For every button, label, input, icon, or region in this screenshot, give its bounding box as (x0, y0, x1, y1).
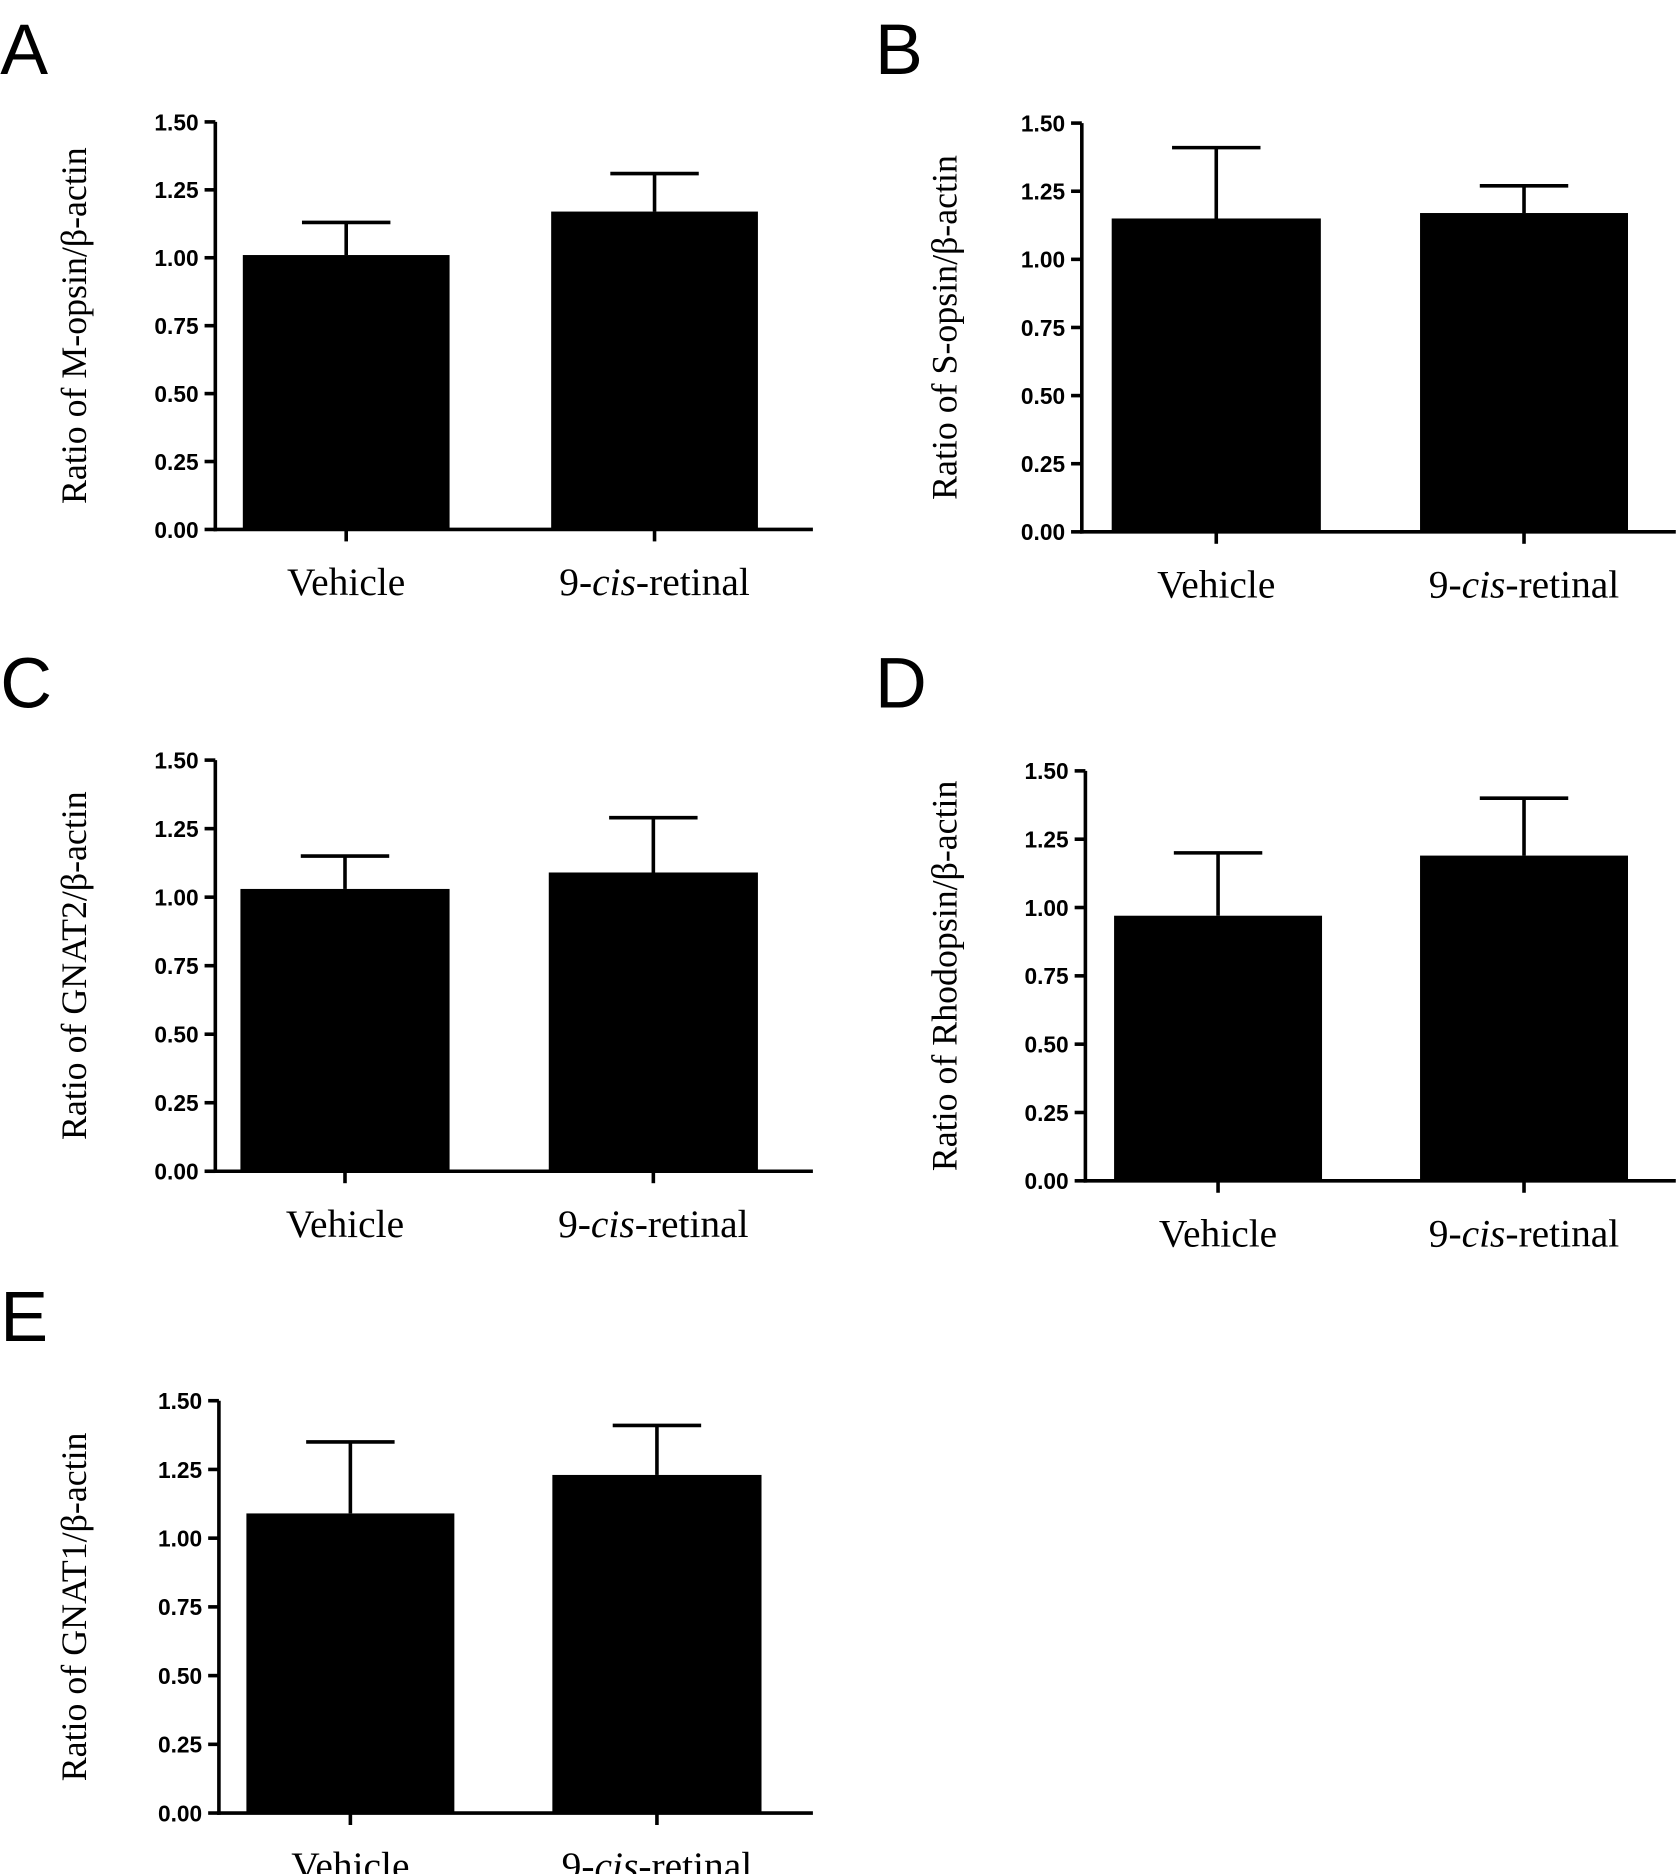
x-label-part: cis (1462, 1212, 1506, 1256)
y-tick-label: 0.25 (154, 1090, 198, 1116)
y-axis-label: Ratio of M-opsin/β-actin (54, 147, 94, 504)
y-tick-label: 0.50 (154, 1022, 198, 1048)
x-tick-label: 9-cis-retinal (1429, 1212, 1620, 1256)
x-label-part: -retinal (635, 1202, 749, 1246)
panel-letter: D (875, 644, 927, 724)
panel-d: D 0.00 0.25 0.50 0.75 1.00 1.25 1.50 Ratio of Rh… (875, 644, 1676, 1256)
y-tick-label: 1.50 (1021, 110, 1065, 136)
panel-letter: E (0, 1277, 48, 1357)
panel-b: B 0.00 0.25 0.50 0.75 1.00 1.25 1.50 Ratio of S-… (875, 10, 1676, 607)
y-tick-label: 1.25 (154, 177, 198, 203)
y-tick-label: 0.25 (154, 449, 198, 475)
x-label-part: cis (595, 1844, 639, 1874)
y-tick-label: 0.00 (1021, 519, 1065, 545)
x-label-part: 9- (562, 1844, 595, 1874)
bar-1 (1420, 213, 1628, 532)
y-tick-label: 1.50 (154, 109, 198, 135)
bar-0 (1111, 218, 1321, 532)
x-tick-label: Vehicle (1157, 563, 1275, 607)
x-label-part: 9- (559, 560, 592, 604)
x-label-part: 9- (1429, 563, 1462, 607)
panel-e: E 0.00 0.25 0.50 0.75 1.00 1.25 1.50 Ratio of GN… (0, 1277, 813, 1874)
y-tick-label: 0.50 (158, 1663, 202, 1689)
y-tick-label: 1.25 (158, 1457, 202, 1483)
x-label-part: 9- (558, 1202, 591, 1246)
y-tick-label: 0.75 (154, 953, 198, 979)
bar-0 (246, 1513, 455, 1814)
x-label-part: cis (591, 1202, 635, 1246)
x-tick-label: Vehicle (287, 560, 405, 604)
bar-0 (242, 255, 450, 530)
x-tick-label: Vehicle (291, 1844, 409, 1874)
y-axis-label: Ratio of Rhodopsin/β-actin (924, 780, 964, 1171)
y-tick-label: 1.00 (154, 885, 198, 911)
bar-1 (551, 211, 758, 530)
x-label-part: -retinal (638, 1844, 752, 1874)
panel-letter: A (0, 10, 48, 90)
y-tick-label: 0.75 (1024, 963, 1068, 989)
y-tick-label: 0.75 (1021, 315, 1065, 341)
x-tick-label: Vehicle (286, 1202, 404, 1246)
y-tick-label: 1.50 (158, 1388, 202, 1414)
x-label-part: -retinal (1505, 1212, 1619, 1256)
y-tick-label: 1.00 (1021, 247, 1065, 273)
panel-letter: B (875, 10, 923, 90)
y-axis-label: Ratio of GNAT1/β-actin (54, 1432, 94, 1781)
y-tick-label: 0.25 (1024, 1100, 1068, 1126)
x-label-part: -retinal (1505, 563, 1619, 607)
bar-1 (548, 872, 758, 1172)
y-tick-label: 0.00 (1024, 1168, 1068, 1194)
y-axis-label: Ratio of S-opsin/β-actin (924, 155, 964, 500)
y-tick-label: 0.75 (158, 1594, 202, 1620)
bar-0 (240, 888, 450, 1172)
y-tick-label: 0.25 (158, 1732, 202, 1758)
bar-0 (1114, 915, 1323, 1181)
y-tick-label: 0.00 (158, 1800, 202, 1826)
panel-c: C 0.00 0.25 0.50 0.75 1.00 1.25 1.50 Ratio of GN… (0, 644, 813, 1246)
y-tick-label: 1.00 (1024, 895, 1068, 921)
x-label-part: -retinal (636, 560, 750, 604)
panel-a: A 0.00 0.25 0.50 0.75 1.00 1.25 1.50 Ratio of M-… (0, 10, 813, 604)
x-label-part: cis (1462, 563, 1506, 607)
x-tick-label: 9-cis-retinal (559, 560, 750, 604)
y-tick-label: 1.00 (154, 245, 198, 271)
x-label-part: 9- (1429, 1212, 1462, 1256)
x-tick-label: Vehicle (1159, 1212, 1277, 1256)
x-tick-label: 9-cis-retinal (562, 1844, 753, 1874)
y-tick-label: 0.00 (154, 517, 198, 543)
x-label-part: cis (592, 560, 636, 604)
y-tick-label: 1.25 (1021, 179, 1065, 205)
x-tick-label: 9-cis-retinal (558, 1202, 749, 1246)
y-tick-label: 1.25 (154, 816, 198, 842)
y-tick-label: 0.75 (154, 313, 198, 339)
y-axis-label: Ratio of GNAT2/β-actin (54, 791, 94, 1140)
panel-letter: C (0, 644, 52, 724)
x-tick-label: 9-cis-retinal (1429, 563, 1620, 607)
y-tick-label: 0.25 (1021, 451, 1065, 477)
y-tick-label: 0.50 (1024, 1032, 1068, 1058)
y-tick-label: 0.00 (154, 1159, 198, 1185)
bar-1 (552, 1474, 762, 1814)
y-tick-label: 0.50 (1021, 383, 1065, 409)
y-tick-label: 1.25 (1024, 827, 1068, 853)
y-tick-label: 0.50 (154, 381, 198, 407)
bar-1 (1420, 855, 1628, 1181)
y-tick-label: 1.50 (154, 747, 198, 773)
y-tick-label: 1.50 (1024, 758, 1068, 784)
y-tick-label: 1.00 (158, 1526, 202, 1552)
